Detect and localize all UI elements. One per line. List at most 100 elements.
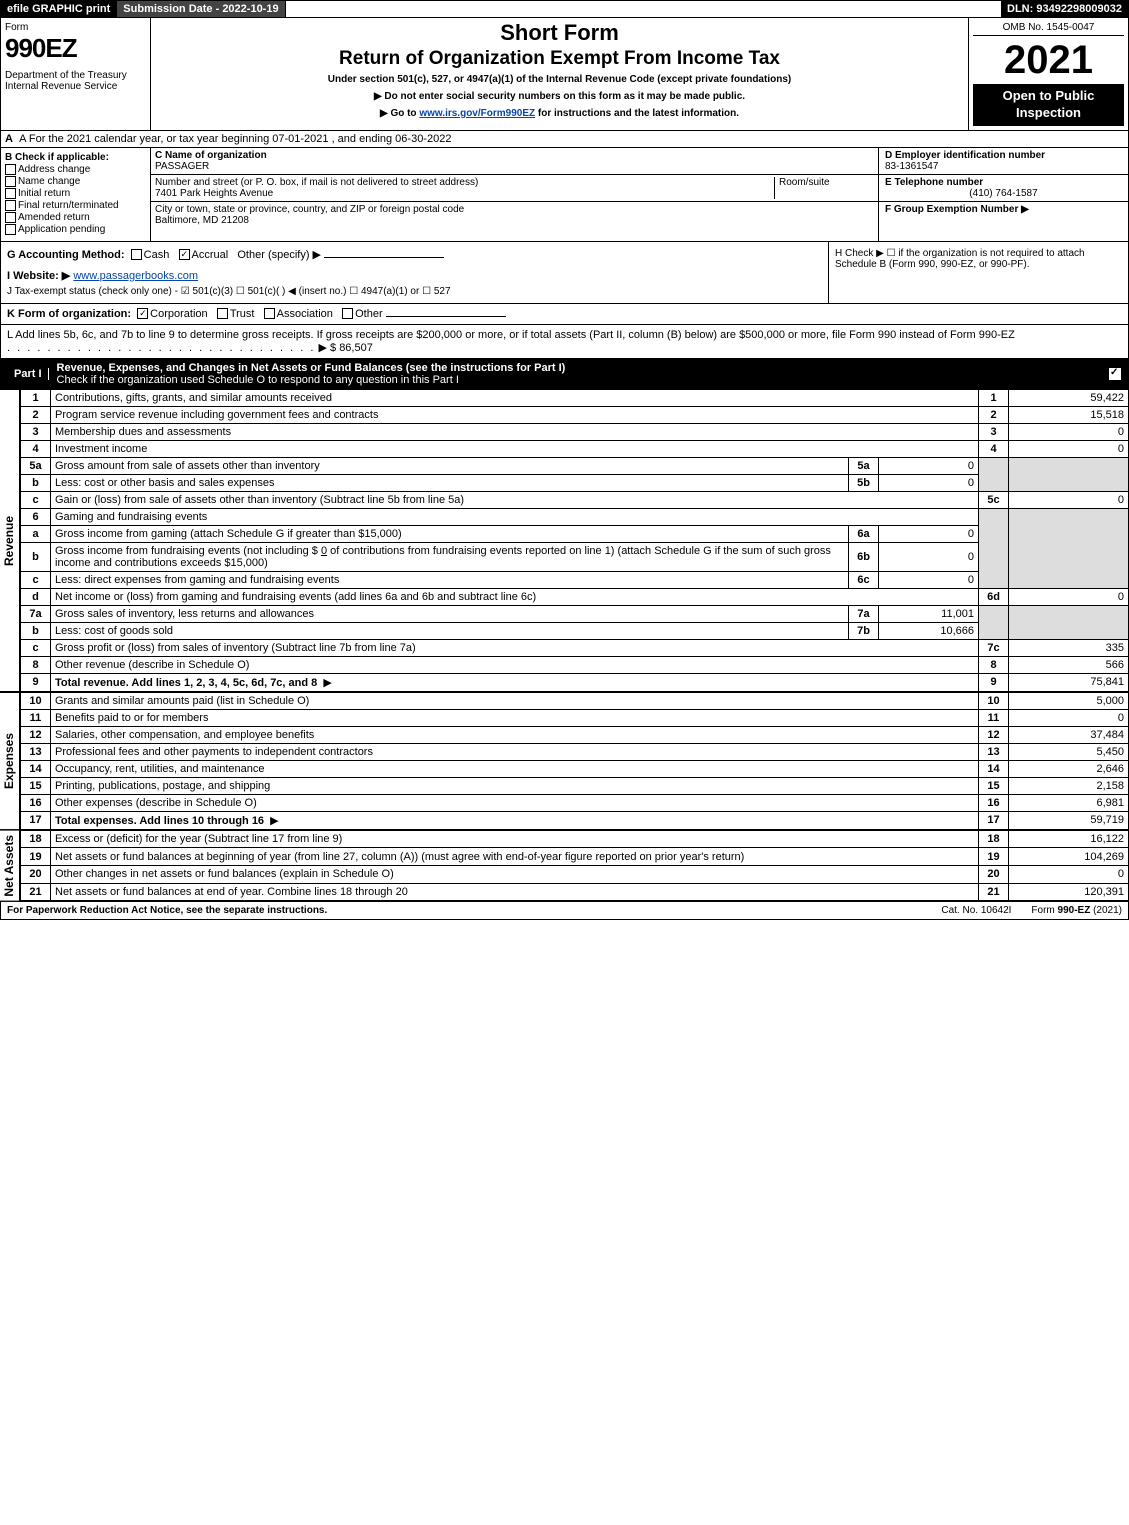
section-gh: G Accounting Method: Cash Accrual Other … [0,242,1129,304]
chk-association[interactable] [264,308,275,319]
part-1-label: Part I [8,368,49,380]
chk-corporation[interactable] [137,308,148,319]
chk-initial-return[interactable]: Initial return [5,188,146,199]
footer-left: For Paperwork Reduction Act Notice, see … [7,905,921,916]
line-2: 2 Program service revenue including gove… [21,406,1129,423]
line-10: 10 Grants and similar amounts paid (list… [21,692,1129,709]
page-footer: For Paperwork Reduction Act Notice, see … [0,901,1129,920]
part-1-title: Revenue, Expenses, and Changes in Net As… [57,362,566,374]
inspection-notice: Open to Public Inspection [973,84,1124,126]
line-13: 13 Professional fees and other payments … [21,743,1129,760]
irs-link[interactable]: www.irs.gov/Form990EZ [419,108,535,119]
revenue-section: Revenue 1 Contributions, gifts, grants, … [0,389,1129,692]
street-row: Number and street (or P. O. box, if mail… [151,175,878,202]
line-5a: 5a Gross amount from sale of assets othe… [21,457,1129,474]
line-4: 4 Investment income 4 0 [21,440,1129,457]
group-exemption-row: F Group Exemption Number ▶ [879,202,1128,217]
tax-year: 2021 [973,40,1124,80]
chk-pending[interactable]: Application pending [5,224,146,235]
line-9: 9 Total revenue. Add lines 1, 2, 3, 4, 5… [21,673,1129,691]
line-18: 18 Excess or (deficit) for the year (Sub… [21,830,1129,848]
col-c: C Name of organization PASSAGER Number a… [151,148,878,241]
line-5c: c Gain or (loss) from sale of assets oth… [21,491,1129,508]
line-7a: 7a Gross sales of inventory, less return… [21,605,1129,622]
line-12: 12 Salaries, other compensation, and emp… [21,726,1129,743]
chk-trust[interactable] [217,308,228,319]
line-15: 15 Printing, publications, postage, and … [21,777,1129,794]
org-name-row: C Name of organization PASSAGER [151,148,878,175]
line-8: 8 Other revenue (describe in Schedule O)… [21,656,1129,673]
part-1-checkbox[interactable] [1109,368,1121,380]
f-label: F Group Exemption Number ▶ [885,204,1029,215]
phone-row: E Telephone number (410) 764-1587 [879,175,1128,202]
ein-value: 83-1361547 [885,161,938,172]
g-accounting: G Accounting Method: Cash Accrual Other … [7,248,822,261]
expenses-table: 10 Grants and similar amounts paid (list… [20,692,1129,830]
header-center: Short Form Return of Organization Exempt… [151,18,968,130]
j-tax-exempt: J Tax-exempt status (check only one) - ☑… [7,286,822,297]
net-assets-section: Net Assets 18 Excess or (deficit) for th… [0,830,1129,902]
k-form-of-org: K Form of organization: Corporation Trus… [0,304,1129,325]
department: Department of the Treasury Internal Reve… [5,70,146,92]
city-state-zip: Baltimore, MD 21208 [155,215,249,226]
title-return: Return of Organization Exempt From Incom… [159,48,960,70]
col-b: B Check if applicable: Address change Na… [1,148,151,241]
chk-accrual[interactable] [179,249,190,260]
line-11: 11 Benefits paid to or for members 11 0 [21,709,1129,726]
line-6c: c Less: direct expenses from gaming and … [21,571,1129,588]
room-label: Room/suite [779,177,830,188]
efile-label: efile GRAPHIC print [1,1,117,17]
line-7c: c Gross profit or (loss) from sales of i… [21,639,1129,656]
chk-final-return[interactable]: Final return/terminated [5,200,146,211]
city-row: City or town, state or province, country… [151,202,878,228]
ein-row: D Employer identification number 83-1361… [879,148,1128,175]
line-20: 20 Other changes in net assets or fund b… [21,865,1129,883]
line-7b: b Less: cost of goods sold 7b 10,666 [21,622,1129,639]
chk-amended[interactable]: Amended return [5,212,146,223]
street-address: 7401 Park Heights Avenue [155,188,273,199]
col-de: D Employer identification number 83-1361… [878,148,1128,241]
line-16: 16 Other expenses (describe in Schedule … [21,794,1129,811]
h-schedule-b: H Check ▶ ☐ if the organization is not r… [828,242,1128,303]
i-website: I Website: ▶ www.passagerbooks.com [7,269,822,282]
subtitle: Under section 501(c), 527, or 4947(a)(1)… [159,74,960,85]
instruction-1: ▶ Do not enter social security numbers o… [159,91,960,102]
netassets-table: 18 Excess or (deficit) for the year (Sub… [20,830,1129,902]
instruction-2: ▶ Go to www.irs.gov/Form990EZ for instru… [159,108,960,119]
revenue-side-label: Revenue [0,389,20,692]
l-amount: $ 86,507 [330,342,373,354]
line-17: 17 Total expenses. Add lines 10 through … [21,811,1129,829]
block-bc: B Check if applicable: Address change Na… [0,148,1129,242]
chk-cash[interactable] [131,249,142,260]
title-short-form: Short Form [159,20,960,46]
chk-address-change[interactable]: Address change [5,164,146,175]
org-name: PASSAGER [155,161,209,172]
chk-other-org[interactable] [342,308,353,319]
footer-cat-no: Cat. No. 10642I [941,905,1011,916]
line-5b: b Less: cost or other basis and sales ex… [21,474,1129,491]
line-6: 6 Gaming and fundraising events [21,508,1129,525]
tax-year-dates: A For the 2021 calendar year, or tax yea… [19,133,451,145]
header-left: Form 990EZ Department of the Treasury In… [1,18,151,130]
line-1: 1 Contributions, gifts, grants, and simi… [21,389,1129,406]
part-1-header: Part I Revenue, Expenses, and Changes in… [0,359,1129,389]
header-right: OMB No. 1545-0047 2021 Open to Public In… [968,18,1128,130]
phone-value: (410) 764-1587 [885,188,1122,199]
form-label: Form [5,22,146,33]
part-1-subtitle: Check if the organization used Schedule … [57,374,459,386]
row-a: A A For the 2021 calendar year, or tax y… [0,131,1129,148]
line-21: 21 Net assets or fund balances at end of… [21,883,1129,901]
website-link[interactable]: www.passagerbooks.com [73,270,198,282]
line-6d: d Net income or (loss) from gaming and f… [21,588,1129,605]
line-14: 14 Occupancy, rent, utilities, and maint… [21,760,1129,777]
form-number: 990EZ [5,33,146,64]
chk-name-change[interactable]: Name change [5,176,146,187]
expenses-section: Expenses 10 Grants and similar amounts p… [0,692,1129,830]
line-6b: b Gross income from fundraising events (… [21,542,1129,571]
expenses-side-label: Expenses [0,692,20,830]
omb-number: OMB No. 1545-0047 [973,22,1124,36]
top-bar: efile GRAPHIC print Submission Date - 20… [0,0,1129,18]
revenue-table: 1 Contributions, gifts, grants, and simi… [20,389,1129,692]
dln-number: DLN: 93492298009032 [1001,1,1128,17]
footer-right: Form 990-EZ (2021) [1031,905,1122,916]
